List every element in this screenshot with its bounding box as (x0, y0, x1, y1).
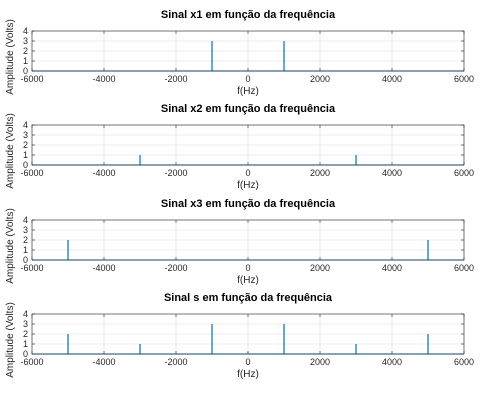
x-tick-label: 6000 (454, 263, 474, 273)
y-tick-label: 2 (23, 329, 28, 339)
y-tick-label: 4 (23, 120, 28, 130)
x-tick-label: -6000 (20, 357, 43, 367)
x-tick-label: 4000 (382, 168, 402, 178)
x-tick-label: 6000 (454, 357, 474, 367)
chart-title: Sinal x1 em função da frequência (161, 9, 336, 21)
y-axis-label: Amplitude (Volts) (5, 208, 16, 284)
x-axis-label: f(Hz) (237, 180, 259, 191)
y-tick-label: 1 (23, 245, 28, 255)
x-tick-label: 6000 (454, 168, 474, 178)
x-tick-label: 0 (245, 357, 250, 367)
y-tick-label: 2 (23, 235, 28, 245)
y-tick-label: 1 (23, 150, 28, 160)
y-tick-label: 2 (23, 140, 28, 150)
y-tick-label: 0 (23, 349, 28, 359)
x-tick-label: -4000 (92, 263, 115, 273)
x-tick-label: 2000 (310, 74, 330, 84)
y-axis-label: Amplitude (Volts) (5, 113, 16, 189)
x-tick-label: 2000 (310, 263, 330, 273)
y-tick-label: 1 (23, 339, 28, 349)
y-axis-label: Amplitude (Volts) (5, 19, 16, 95)
y-tick-label: 3 (23, 225, 28, 235)
x-tick-label: -4000 (92, 168, 115, 178)
x-tick-label: 2000 (310, 168, 330, 178)
x-axis-label: f(Hz) (237, 369, 259, 380)
y-tick-label: 4 (23, 215, 28, 225)
chart-title: Sinal x2 em função da frequência (161, 103, 336, 115)
y-tick-label: 3 (23, 319, 28, 329)
y-tick-label: 0 (23, 255, 28, 265)
chart-title: Sinal x3 em função da frequência (161, 198, 336, 210)
y-axis-label: Amplitude (Volts) (5, 302, 16, 378)
x-tick-label: 0 (245, 74, 250, 84)
x-tick-label: 6000 (454, 74, 474, 84)
chart-title: Sinal s em função da frequência (164, 292, 333, 304)
x-axis-label: f(Hz) (237, 86, 259, 97)
x-tick-label: -6000 (20, 168, 43, 178)
y-tick-label: 4 (23, 309, 28, 319)
x-tick-label: 2000 (310, 357, 330, 367)
x-tick-label: 0 (245, 263, 250, 273)
y-tick-label: 2 (23, 46, 28, 56)
x-tick-label: -2000 (164, 357, 187, 367)
x-axis-label: f(Hz) (237, 275, 259, 286)
x-tick-label: -6000 (20, 263, 43, 273)
x-tick-label: -4000 (92, 74, 115, 84)
y-tick-label: 3 (23, 130, 28, 140)
y-tick-label: 1 (23, 56, 28, 66)
x-tick-label: 4000 (382, 357, 402, 367)
x-tick-label: 0 (245, 168, 250, 178)
x-tick-label: 4000 (382, 263, 402, 273)
y-tick-label: 0 (23, 66, 28, 76)
x-tick-label: -2000 (164, 168, 187, 178)
y-tick-label: 0 (23, 160, 28, 170)
x-tick-label: -2000 (164, 263, 187, 273)
x-tick-label: -6000 (20, 74, 43, 84)
y-tick-label: 3 (23, 36, 28, 46)
x-tick-label: -4000 (92, 357, 115, 367)
x-tick-label: -2000 (164, 74, 187, 84)
y-tick-label: 4 (23, 26, 28, 36)
x-tick-label: 4000 (382, 74, 402, 84)
